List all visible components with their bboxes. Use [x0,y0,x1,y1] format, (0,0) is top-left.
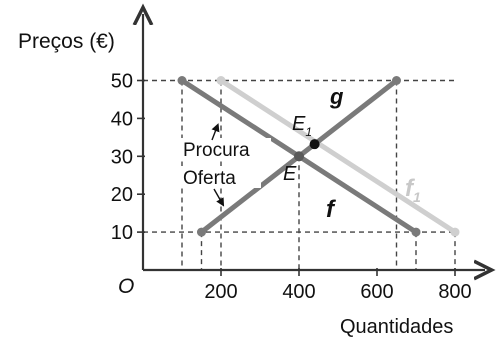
series-label-f: f [326,196,336,223]
series-point-g [392,76,401,85]
series-label-f1-text: f [405,175,415,202]
series-label-g: g [329,84,344,109]
y-axis-title: Preços (€) [18,30,115,53]
oferta-label-bg [181,166,261,188]
series-point-g [197,227,206,237]
ticks: 10 20 30 40 50 200 400 600 800 [111,71,472,304]
y-tick-label: 40 [111,108,133,130]
series-label-f-text: f [326,196,336,223]
origin-label: O [118,275,134,298]
equilibrium-label-e1: E1 [292,113,312,139]
series-line-f1 [218,78,458,235]
y-tick-label: 50 [111,71,133,93]
equilibrium-label-e1-text: E [292,113,306,135]
series-point-f [177,76,187,85]
x-tick-label: 800 [438,281,471,303]
x-tick-label: 600 [360,281,393,303]
series-label-g-text: g [329,84,344,109]
x-tick-label: 400 [282,281,315,303]
arrow-procura [211,123,220,141]
y-tick-label: 30 [111,146,133,168]
equilibrium-label-e-text: E [283,163,297,185]
x-axis-title: Quantidades [340,316,453,338]
equilibrium-label-e1-sub: 1 [305,125,312,139]
procura-label-bg [181,138,271,160]
y-tick-label: 10 [111,222,133,244]
points [294,139,320,162]
axes [143,14,485,270]
series-point-f1 [216,76,226,85]
arrow-oferta [213,188,225,207]
series-label-f1-sub: 1 [413,189,421,205]
equilibrium-point-e1 [309,139,320,150]
series-point-f [411,227,421,237]
y-tick-label: 20 [111,184,133,206]
series-point-f1 [450,227,460,237]
series-label-f1: f1 [405,175,421,205]
equilibrium-point-e [294,151,304,162]
x-tick-label: 200 [204,281,237,303]
equilibrium-label-e: E [283,163,297,185]
annotation-oferta: Oferta [183,168,236,189]
annotation-procura: Procura [183,140,250,161]
